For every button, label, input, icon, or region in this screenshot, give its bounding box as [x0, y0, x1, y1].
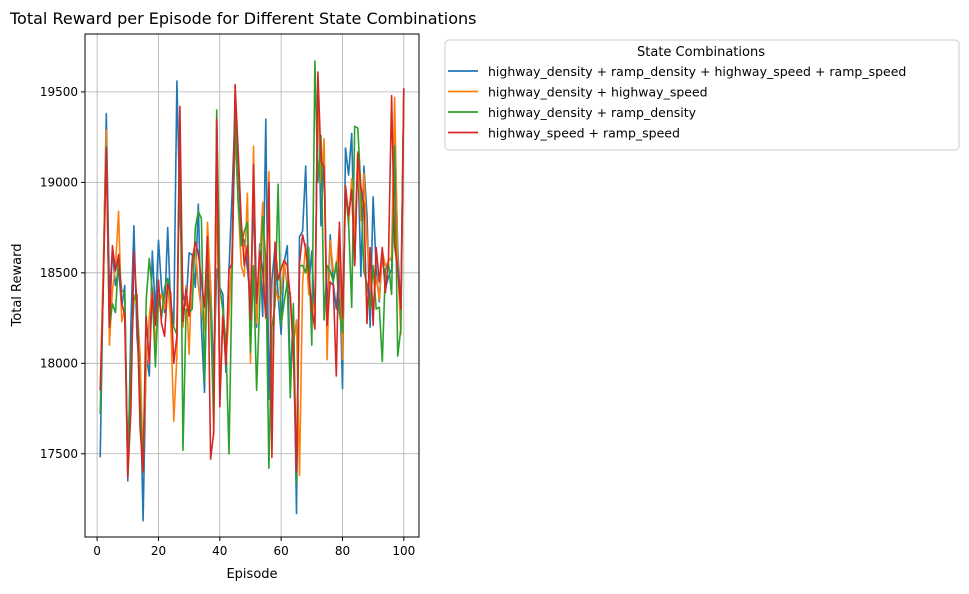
- y-axis-label: Total Reward: [10, 244, 25, 328]
- y-tick-label: 18000: [40, 356, 78, 370]
- legend-label: highway_density + ramp_density: [488, 105, 697, 120]
- legend-label: highway_density + ramp_density + highway…: [488, 64, 906, 79]
- legend-label: highway_density + highway_speed: [488, 85, 708, 100]
- chart-title: Total Reward per Episode for Different S…: [9, 9, 477, 28]
- x-tick-label: 0: [93, 544, 101, 558]
- y-tick-label: 19500: [40, 85, 78, 99]
- x-tick-label: 100: [392, 544, 415, 558]
- legend-frame: [444, 39, 960, 151]
- ticks: 0 20 40 60 80 100 17500 18000 18500 19000 19500: [40, 85, 415, 558]
- legend-label: highway_speed + ramp_speed: [488, 126, 680, 141]
- y-tick-label: 17500: [40, 447, 78, 461]
- series-line-4: [99, 71, 405, 479]
- legend-title: State Combinations: [637, 45, 765, 60]
- series-lines: [99, 60, 405, 522]
- legend: State Combinations highway_density + ram…: [444, 39, 960, 151]
- y-tick-label: 19000: [40, 175, 78, 189]
- x-tick-label: 20: [151, 544, 166, 558]
- legend-entries: highway_density + ramp_density + highway…: [448, 64, 906, 141]
- x-tick-label: 80: [335, 544, 350, 558]
- y-tick-label: 18500: [40, 266, 78, 280]
- x-axis-label: Episode: [226, 567, 277, 582]
- x-tick-label: 60: [273, 544, 288, 558]
- plot-frame: [84, 33, 420, 538]
- x-tick-label: 40: [212, 544, 227, 558]
